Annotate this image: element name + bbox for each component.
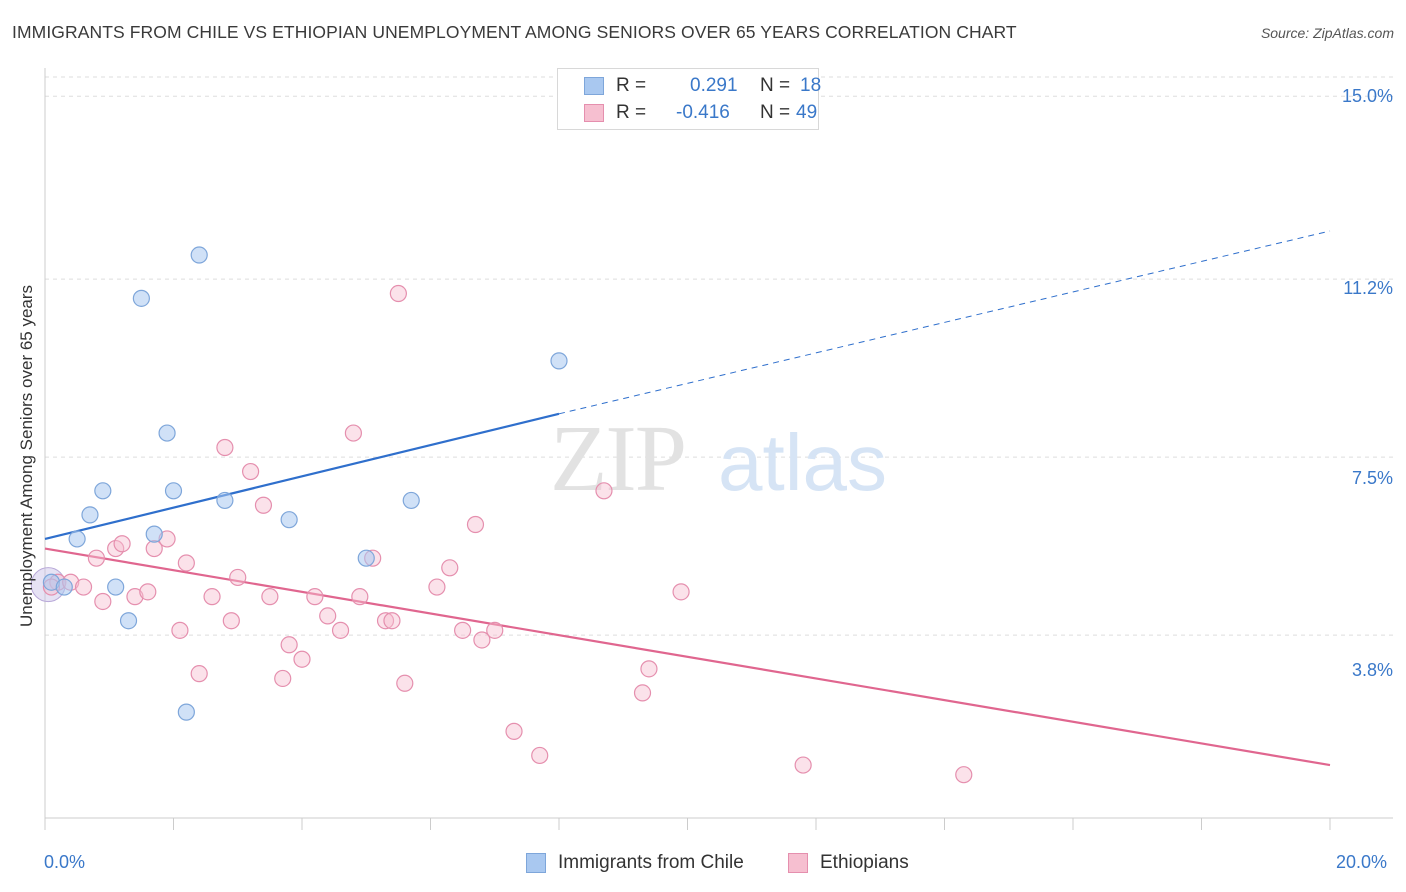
source-label: Source: ZipAtlas.com [1260, 25, 1394, 41]
trend-line-chile-extension [558, 230, 1331, 415]
point-ethiopians [454, 621, 472, 639]
point-chile [177, 703, 195, 721]
point-chile [550, 352, 568, 370]
point-chile [107, 578, 125, 596]
bottom-legend-label: Immigrants from Chile [558, 852, 744, 873]
point-chile [402, 491, 420, 510]
point-ethiopians [331, 621, 350, 639]
point-ethiopians [94, 592, 112, 611]
x-tick-label-min: 0.0% [44, 852, 86, 872]
chart-title: IMMIGRANTS FROM CHILE VS ETHIOPIAN UNEMP… [12, 22, 1017, 42]
legend-swatch-ethiopians [584, 104, 604, 122]
point-ethiopians [441, 559, 459, 577]
point-chile [145, 525, 163, 543]
point-chile [81, 506, 99, 524]
point-ethiopians [254, 496, 273, 514]
point-ethiopians [351, 588, 369, 606]
point-ethiopians [139, 583, 157, 601]
trend-line-ethiopians [44, 547, 1331, 767]
data-points [30, 246, 973, 784]
point-ethiopians [171, 621, 189, 639]
point-ethiopians [126, 588, 144, 606]
point-chile [280, 511, 298, 529]
point-ethiopians [261, 588, 279, 606]
watermark-atlas: atlas [718, 418, 887, 507]
y-tick-label: 15.0% [1341, 86, 1393, 106]
x-tick-label-max: 20.0% [1336, 852, 1388, 872]
point-ethiopians [177, 554, 195, 572]
point-ethiopians [274, 669, 292, 688]
point-ethiopians [486, 621, 504, 639]
point-ethiopians [672, 583, 690, 601]
legend-r-value: -0.416 [676, 102, 730, 123]
point-ethiopians [87, 549, 106, 567]
point-ethiopians [293, 650, 311, 668]
legend-n-label: N = [760, 75, 791, 96]
legend-n-value: 18 [800, 75, 822, 96]
bottom-legend-swatch-ethiopians [788, 853, 808, 873]
point-ethiopians [531, 746, 549, 765]
point-ethiopians [344, 424, 362, 442]
legend-swatch-chile [584, 77, 604, 95]
point-chile [190, 246, 208, 264]
point-ethiopians [280, 636, 298, 654]
point-ethiopians [466, 515, 485, 534]
point-ethiopians [428, 578, 446, 596]
x-ticks [44, 818, 1331, 830]
trend-lines [44, 230, 1331, 767]
point-ethiopians [955, 766, 973, 784]
point-ethiopians [595, 482, 613, 500]
y-axis-label: Unemployment Among Seniors over 65 years [17, 284, 36, 628]
point-chile [164, 482, 183, 500]
point-chile [68, 530, 86, 548]
point-ethiopians [203, 588, 221, 606]
point-ethiopians [376, 612, 395, 630]
point-chile [357, 549, 375, 567]
watermark-zip: ZIP [550, 407, 685, 511]
legend-r-value: 0.291 [690, 75, 738, 96]
correlation-legend: R = 0.291 N = 18 R = -0.416 N = 49 [557, 68, 822, 130]
y-tick-label: 3.8% [1351, 660, 1393, 680]
point-ethiopians [242, 462, 260, 481]
point-ethiopians [389, 284, 407, 303]
point-ethiopians [216, 438, 234, 457]
point-ethiopians [190, 665, 208, 683]
point-ethiopians [633, 684, 652, 702]
point-ethiopians [794, 756, 812, 774]
watermark: ZIP atlas [550, 407, 887, 511]
point-ethiopians [473, 631, 491, 649]
point-ethiopians [74, 578, 93, 596]
point-ethiopians [222, 612, 240, 630]
point-chile [132, 289, 150, 307]
point-chile [216, 491, 234, 510]
point-ethiopians [229, 568, 247, 587]
point-ethiopians [319, 607, 337, 625]
legend-n-value: 49 [796, 102, 818, 123]
point-ethiopians [306, 588, 324, 606]
legend-n-label: N = [760, 102, 791, 123]
y-tick-label: 7.5% [1351, 468, 1393, 488]
point-ethiopians [396, 674, 414, 692]
point-chile [55, 578, 73, 596]
point-ethiopians [113, 535, 131, 553]
trend-line-chile [44, 412, 560, 540]
point-ethiopians [640, 660, 658, 678]
legend-r-label: R = [616, 102, 647, 123]
bottom-legend-label: Ethiopians [820, 852, 909, 873]
point-ethiopians [505, 722, 523, 740]
point-ethiopians [383, 612, 401, 630]
point-chile [94, 482, 112, 500]
bottom-legend-swatch-chile [526, 853, 546, 873]
y-tick-label: 11.2% [1343, 278, 1393, 298]
legend-r-label: R = [616, 75, 647, 96]
point-chile [158, 424, 176, 442]
point-chile [119, 612, 138, 630]
gridlines [45, 76, 1393, 636]
